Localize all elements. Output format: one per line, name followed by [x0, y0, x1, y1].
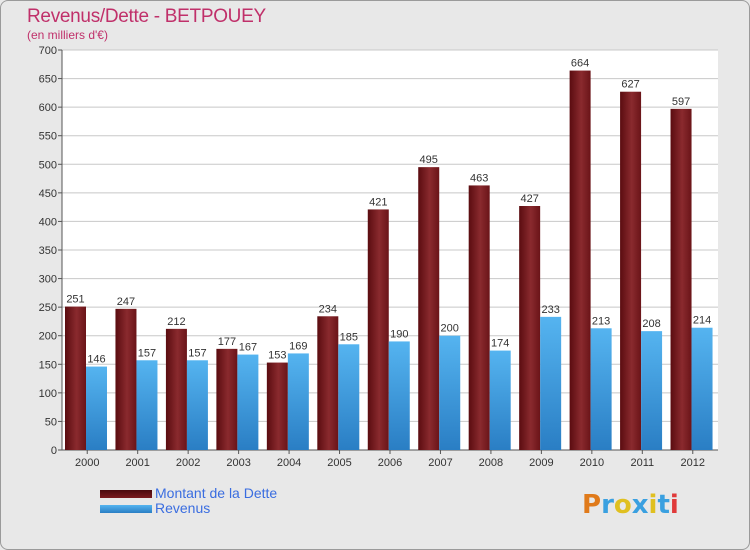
x-tick-label: 2006	[378, 457, 402, 469]
bar-revenue	[590, 328, 612, 450]
data-label: 214	[693, 315, 711, 327]
bar-debt	[266, 362, 288, 450]
data-label: 157	[138, 347, 156, 359]
bar-revenue	[641, 331, 663, 450]
y-tick-label: 600	[39, 102, 57, 114]
bar-debt	[519, 206, 541, 450]
y-tick-label: 700	[39, 45, 57, 57]
x-axis: 2000 2001 2002 2003 2004 2005 2006 2007 2008 2009…	[75, 450, 705, 469]
x-tick-label: 2010	[580, 457, 604, 469]
y-tick-label: 350	[39, 245, 57, 257]
bars	[65, 70, 713, 451]
logo-letter: i	[648, 490, 658, 520]
data-label: 463	[470, 172, 488, 184]
x-tick-label: 2001	[125, 457, 149, 469]
data-label: 167	[239, 342, 257, 354]
bar-debt	[216, 348, 238, 450]
y-tick-label: 200	[39, 331, 57, 343]
y-tick-label: 0	[51, 445, 57, 457]
logo-letter: x	[631, 490, 649, 520]
legend-swatch-revenue	[100, 505, 152, 513]
data-label: 427	[520, 193, 538, 205]
y-tick-label: 50	[45, 416, 57, 428]
bar-revenue	[489, 350, 511, 450]
data-label: 495	[420, 154, 438, 166]
y-tick-label: 650	[39, 74, 57, 86]
data-label: 185	[340, 331, 358, 343]
y-tick-label: 450	[39, 188, 57, 200]
bar-revenue	[136, 360, 158, 450]
bar-revenue	[86, 366, 107, 450]
legend-label-revenue: Revenus	[155, 500, 211, 516]
chart-subtitle: (en milliers d'€)	[27, 28, 108, 42]
data-label: 174	[491, 338, 509, 350]
x-tick-label: 2012	[681, 457, 705, 469]
y-tick-label: 400	[39, 216, 57, 228]
x-tick-label: 2008	[479, 457, 503, 469]
data-label: 169	[289, 340, 307, 352]
data-label: 233	[541, 304, 559, 316]
bar-debt	[367, 209, 389, 450]
data-label: 251	[66, 294, 84, 306]
data-label: 421	[369, 196, 387, 208]
logo-letter: r	[601, 490, 614, 520]
data-label: 213	[592, 315, 610, 327]
x-tick-label: 2003	[226, 457, 250, 469]
logo-letter: t	[657, 490, 670, 520]
y-tick-label: 550	[39, 131, 57, 143]
data-label: 208	[642, 318, 660, 330]
data-label: 153	[268, 350, 286, 362]
y-tick-label: 150	[39, 359, 57, 371]
data-label: 190	[390, 328, 408, 340]
x-tick-label: 2004	[277, 457, 301, 469]
bar-revenue	[186, 360, 208, 450]
chart-title: Revenus/Dette - BETPOUEY	[27, 6, 266, 27]
data-label: 212	[167, 316, 185, 328]
data-label: 146	[87, 354, 105, 366]
bar-revenue	[540, 316, 562, 450]
proxiti-logo: Proxiti	[582, 490, 679, 520]
x-tick-label: 2011	[630, 457, 654, 469]
bar-revenue	[691, 327, 713, 450]
y-tick-label: 300	[39, 274, 57, 286]
logo-letter: P	[582, 490, 602, 520]
bar-debt	[468, 185, 490, 450]
data-label: 234	[319, 303, 337, 315]
y-tick-label: 250	[39, 302, 57, 314]
data-label: 200	[441, 323, 459, 335]
legend-label-debt: Montant de la Dette	[155, 485, 278, 501]
x-tick-label: 2002	[176, 457, 200, 469]
legend-swatch-debt	[100, 490, 152, 498]
bar-revenue	[388, 341, 410, 450]
x-tick-label: 2007	[428, 457, 452, 469]
bar-debt	[165, 328, 187, 450]
data-label: 177	[218, 336, 236, 348]
data-label: 597	[672, 96, 690, 108]
bar-debt	[317, 316, 339, 450]
x-tick-label: 2000	[75, 457, 99, 469]
data-label: 157	[188, 347, 206, 359]
logo-letter: i	[669, 490, 679, 520]
y-tick-label: 100	[39, 388, 57, 400]
bar-debt	[65, 306, 86, 450]
data-label: 247	[117, 296, 135, 308]
bar-revenue	[439, 335, 461, 450]
bar-debt	[418, 167, 440, 450]
bar-revenue	[338, 344, 360, 450]
x-tick-label: 2009	[529, 457, 553, 469]
bar-debt	[569, 70, 591, 451]
bar-debt	[620, 91, 642, 450]
logo-letter: o	[613, 490, 632, 520]
bar-debt	[670, 108, 692, 450]
bar-revenue	[287, 353, 309, 450]
x-tick-label: 2005	[327, 457, 351, 469]
data-label: 627	[621, 79, 639, 91]
y-tick-label: 500	[39, 159, 57, 171]
bar-revenue	[237, 354, 259, 450]
data-label: 664	[571, 58, 589, 70]
bar-debt	[115, 308, 137, 450]
